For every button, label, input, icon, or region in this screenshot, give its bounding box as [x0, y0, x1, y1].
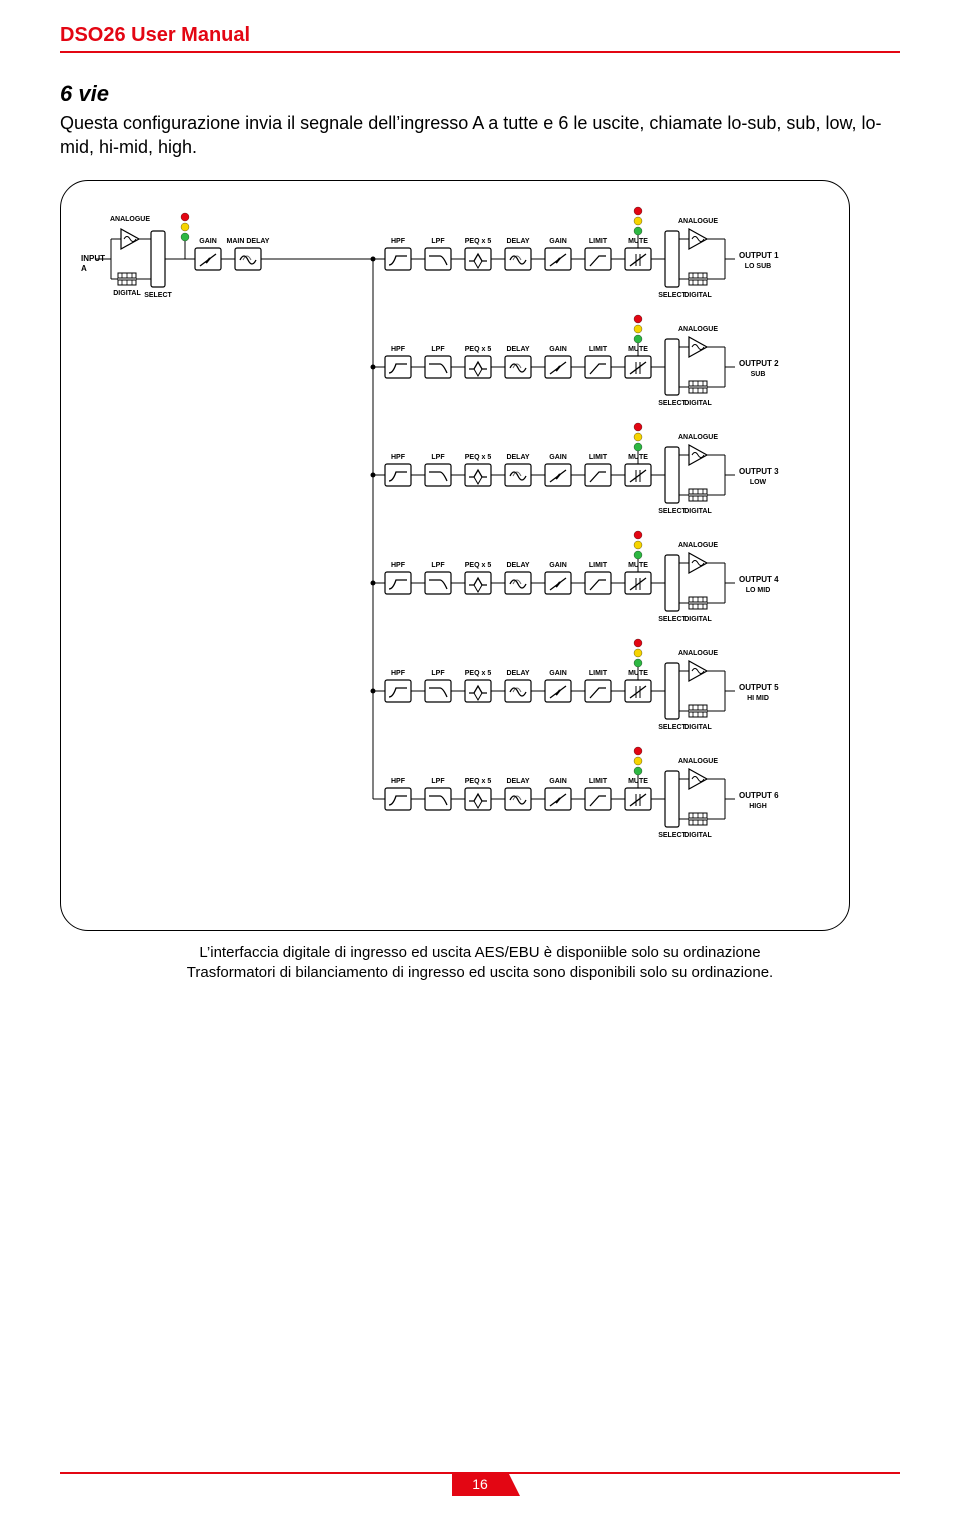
svg-text:PEQ x 5: PEQ x 5	[465, 562, 492, 569]
svg-text:MAIN DELAY: MAIN DELAY	[227, 238, 270, 245]
svg-text:LOW: LOW	[750, 479, 767, 486]
svg-text:HPF: HPF	[391, 238, 406, 245]
svg-text:LIMIT: LIMIT	[589, 778, 608, 785]
svg-text:ANALOGUE: ANALOGUE	[110, 216, 150, 223]
svg-text:GAIN: GAIN	[549, 238, 567, 245]
svg-text:A: A	[81, 264, 87, 273]
svg-text:DELAY: DELAY	[506, 778, 529, 785]
svg-text:HPF: HPF	[391, 454, 406, 461]
svg-text:ANALOGUE: ANALOGUE	[678, 542, 718, 549]
svg-text:PEQ x 5: PEQ x 5	[465, 670, 492, 677]
svg-text:ANALOGUE: ANALOGUE	[678, 758, 718, 765]
svg-text:PEQ x 5: PEQ x 5	[465, 454, 492, 461]
svg-text:LPF: LPF	[431, 454, 445, 461]
svg-text:LPF: LPF	[431, 778, 445, 785]
svg-text:LIMIT: LIMIT	[589, 238, 608, 245]
svg-text:OUTPUT 1: OUTPUT 1	[739, 251, 779, 260]
svg-text:LO MID: LO MID	[746, 587, 771, 594]
svg-text:SUB: SUB	[751, 371, 766, 378]
signal-flow-diagram: INPUTAANALOGUEDIGITALSELECTGAINMAIN DELA…	[60, 180, 850, 931]
svg-text:LIMIT: LIMIT	[589, 562, 608, 569]
page-number: 16	[472, 1476, 488, 1492]
svg-text:HPF: HPF	[391, 562, 406, 569]
svg-text:HPF: HPF	[391, 346, 406, 353]
svg-text:DELAY: DELAY	[506, 346, 529, 353]
svg-text:ANALOGUE: ANALOGUE	[678, 326, 718, 333]
svg-text:OUTPUT 5: OUTPUT 5	[739, 683, 779, 692]
svg-text:DIGITAL: DIGITAL	[684, 832, 712, 839]
svg-text:SELECT: SELECT	[658, 400, 686, 407]
svg-text:SELECT: SELECT	[658, 724, 686, 731]
page-footer: 16	[0, 1472, 960, 1496]
svg-text:DIGITAL: DIGITAL	[684, 400, 712, 407]
svg-text:SELECT: SELECT	[658, 508, 686, 515]
svg-text:DIGITAL: DIGITAL	[684, 724, 712, 731]
svg-text:DIGITAL: DIGITAL	[684, 292, 712, 299]
svg-text:ANALOGUE: ANALOGUE	[678, 434, 718, 441]
header-title: DSO26 User Manual	[60, 24, 900, 47]
svg-text:SELECT: SELECT	[658, 832, 686, 839]
svg-text:GAIN: GAIN	[549, 778, 567, 785]
svg-text:SELECT: SELECT	[144, 292, 172, 299]
page-header: DSO26 User Manual	[60, 0, 900, 53]
svg-text:GAIN: GAIN	[549, 670, 567, 677]
svg-text:LIMIT: LIMIT	[589, 454, 608, 461]
svg-text:OUTPUT 4: OUTPUT 4	[739, 575, 779, 584]
svg-text:LPF: LPF	[431, 238, 445, 245]
svg-text:DIGITAL: DIGITAL	[684, 616, 712, 623]
svg-text:LIMIT: LIMIT	[589, 670, 608, 677]
svg-text:LIMIT: LIMIT	[589, 346, 608, 353]
svg-text:OUTPUT 6: OUTPUT 6	[739, 791, 779, 800]
diagram-caption: L’interfaccia digitale di ingresso ed us…	[90, 943, 870, 984]
svg-text:PEQ x 5: PEQ x 5	[465, 346, 492, 353]
svg-text:GAIN: GAIN	[199, 238, 217, 245]
section-title: 6 vie	[60, 81, 900, 107]
svg-text:DELAY: DELAY	[506, 454, 529, 461]
svg-text:LPF: LPF	[431, 562, 445, 569]
svg-text:DIGITAL: DIGITAL	[684, 508, 712, 515]
svg-text:HI MID: HI MID	[747, 695, 769, 702]
svg-text:LPF: LPF	[431, 346, 445, 353]
svg-text:LO SUB: LO SUB	[745, 263, 771, 270]
svg-text:HPF: HPF	[391, 670, 406, 677]
svg-text:LPF: LPF	[431, 670, 445, 677]
svg-text:DELAY: DELAY	[506, 238, 529, 245]
section-body: Questa configurazione invia il segnale d…	[60, 111, 900, 160]
svg-text:PEQ x 5: PEQ x 5	[465, 238, 492, 245]
svg-text:DELAY: DELAY	[506, 670, 529, 677]
svg-text:DIGITAL: DIGITAL	[113, 290, 141, 297]
diagram-svg: INPUTAANALOGUEDIGITALSELECTGAINMAIN DELA…	[73, 201, 839, 911]
svg-text:ANALOGUE: ANALOGUE	[678, 650, 718, 657]
svg-text:SELECT: SELECT	[658, 616, 686, 623]
svg-text:HIGH: HIGH	[749, 803, 767, 810]
svg-text:ANALOGUE: ANALOGUE	[678, 218, 718, 225]
svg-text:HPF: HPF	[391, 778, 406, 785]
svg-text:OUTPUT 2: OUTPUT 2	[739, 359, 779, 368]
svg-text:GAIN: GAIN	[549, 454, 567, 461]
svg-text:GAIN: GAIN	[549, 562, 567, 569]
svg-text:PEQ x 5: PEQ x 5	[465, 778, 492, 785]
svg-text:OUTPUT 3: OUTPUT 3	[739, 467, 779, 476]
svg-text:SELECT: SELECT	[658, 292, 686, 299]
svg-text:GAIN: GAIN	[549, 346, 567, 353]
svg-text:DELAY: DELAY	[506, 562, 529, 569]
page-number-badge: 16	[452, 1472, 508, 1496]
